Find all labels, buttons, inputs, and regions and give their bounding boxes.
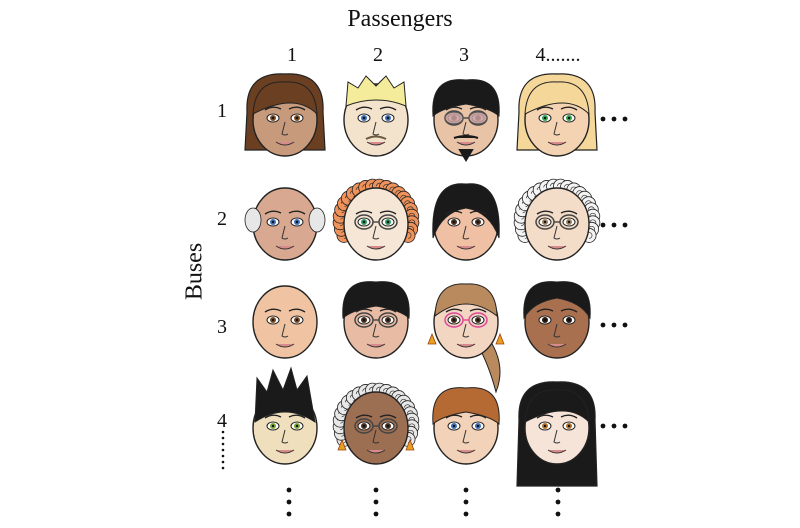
face-r4c4 — [516, 381, 598, 487]
passengers-axis-label: Passengers — [347, 6, 453, 32]
face-r4c1 — [252, 366, 318, 465]
face-r1c1 — [244, 73, 326, 157]
row-label-4: 4 — [217, 410, 227, 432]
column-3-ellipsis — [463, 487, 469, 517]
column-label-1: 1 — [287, 44, 297, 66]
column-label-4: 4....... — [535, 44, 581, 66]
face-r2c4 — [513, 178, 601, 261]
row-label-2: 2 — [217, 208, 227, 230]
row-label-1: 1 — [217, 100, 227, 122]
face-r3c3 — [427, 283, 505, 394]
column-label-3: 3 — [459, 44, 469, 66]
face-r2c1 — [244, 187, 326, 261]
column-1-ellipsis — [286, 487, 292, 517]
face-r1c4 — [516, 73, 598, 157]
row-label-3: 3 — [217, 316, 227, 338]
face-r4c2 — [332, 382, 420, 465]
face-r1c2 — [343, 75, 409, 157]
column-4-ellipsis — [555, 487, 561, 517]
row-2-ellipsis — [600, 222, 628, 228]
row-label-vertical-ellipsis — [221, 430, 225, 470]
face-r3c1 — [252, 285, 318, 359]
face-r2c3 — [432, 183, 500, 261]
face-r1c3 — [432, 79, 500, 162]
column-2-ellipsis — [373, 487, 379, 517]
row-1-ellipsis — [600, 116, 628, 122]
column-label-2: 2 — [373, 44, 383, 66]
face-r3c2 — [342, 281, 410, 359]
row-3-ellipsis — [600, 322, 628, 328]
face-r2c2 — [332, 178, 420, 261]
face-r3c4 — [523, 281, 591, 359]
face-r4c3 — [432, 387, 500, 465]
row-4-ellipsis — [600, 423, 628, 429]
